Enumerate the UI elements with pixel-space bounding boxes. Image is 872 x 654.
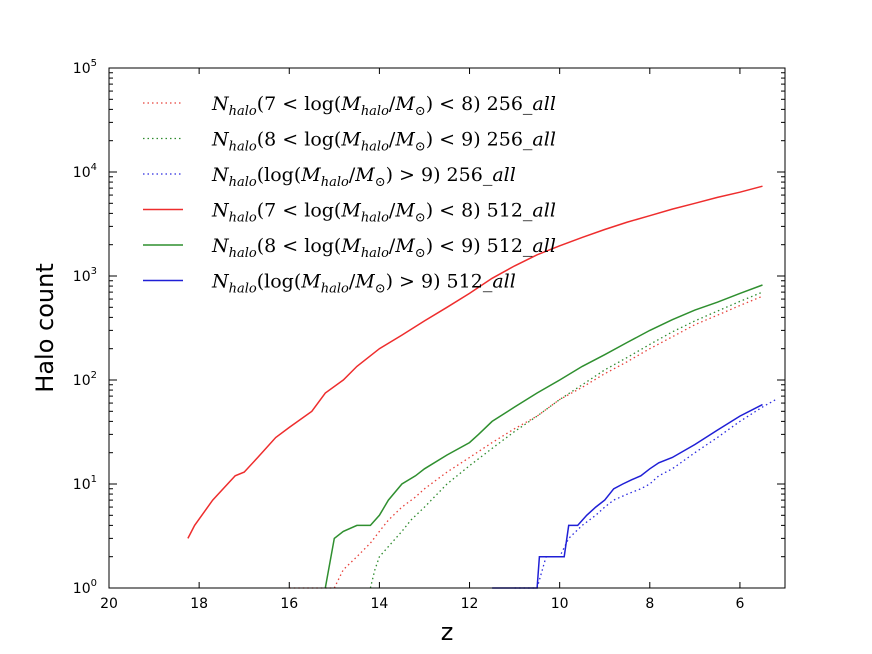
- x-tick-label-3: 14: [370, 596, 388, 612]
- legend-label-1: Nhalo(8 < log(Mhalo/M⊙) < 9) 256_all: [211, 129, 556, 155]
- x-tick-label-7: 6: [735, 596, 744, 612]
- plot-series-layer: [187, 185, 777, 589]
- series-line-4: [324, 284, 763, 589]
- series-line-0: [289, 295, 763, 589]
- legend-label-3: Nhalo(7 < log(Mhalo/M⊙) < 8) 512_all: [211, 200, 556, 226]
- legend: Nhalo(7 < log(Mhalo/M⊙) < 8) 256_all Nhal…: [143, 93, 556, 297]
- legend-label-5: Nhalo(log(Mhalo/M⊙) > 9) 512_all: [211, 271, 516, 297]
- series-line-3: [187, 185, 763, 539]
- y-axis-title: Halo count: [31, 263, 59, 392]
- x-axis-ticks: 20 18 16 14 12 10 8 6: [100, 68, 744, 612]
- x-tick-label-4: 12: [461, 596, 479, 612]
- series-line-5: [492, 403, 763, 589]
- legend-label-4: Nhalo(8 < log(Mhalo/M⊙) < 9) 512_all: [211, 235, 556, 261]
- legend-label-2: Nhalo(log(Mhalo/M⊙) > 9) 256_all: [211, 164, 516, 190]
- x-axis-title: z: [441, 618, 454, 646]
- x-tick-label-1: 18: [190, 596, 208, 612]
- x-tick-label-2: 16: [280, 596, 298, 612]
- x-tick-label-0: 20: [100, 596, 118, 612]
- x-tick-label-6: 8: [645, 596, 654, 612]
- legend-label-0: Nhalo(7 < log(Mhalo/M⊙) < 8) 256_all: [211, 93, 556, 119]
- plot-frame: [108, 67, 786, 589]
- x-tick-label-5: 10: [551, 596, 569, 612]
